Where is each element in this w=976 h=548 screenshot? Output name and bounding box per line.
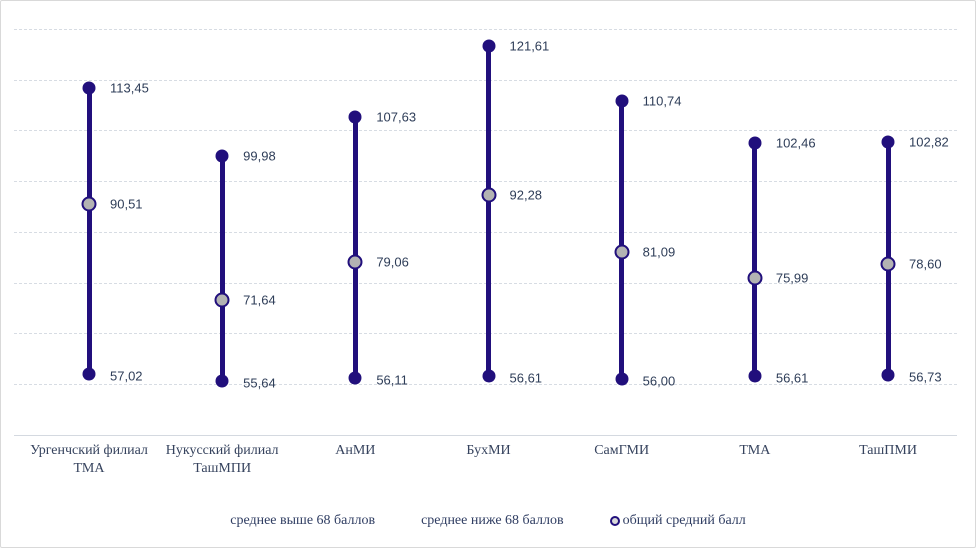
circle-marker-icon <box>609 516 620 526</box>
gridline <box>14 181 957 183</box>
mean-marker <box>481 187 496 203</box>
category-label: ТМА <box>739 443 771 458</box>
gridline <box>14 333 957 335</box>
low-marker <box>748 369 762 383</box>
category-label: СамГМИ <box>594 443 650 458</box>
low-value-label: 56,61 <box>509 370 543 386</box>
low-marker <box>82 367 96 381</box>
mean-value-label: 78,60 <box>909 256 942 272</box>
gridline <box>14 130 957 132</box>
mean-value-label: 71,64 <box>243 292 276 308</box>
range-line <box>486 46 491 376</box>
mean-marker <box>880 256 896 272</box>
high-value-label: 99,98 <box>243 148 276 164</box>
mean-marker <box>747 270 763 286</box>
high-value-label: 102,82 <box>909 134 949 149</box>
chart-legend: среднее выше 68 баллов среднее ниже 68 б… <box>1 513 975 529</box>
high-value-label: 110,74 <box>642 93 682 109</box>
high-value-label: 113,45 <box>110 80 149 96</box>
high-value-label: 121,61 <box>509 38 550 54</box>
range-line <box>352 117 358 379</box>
category-label: Ургенчский филиал ТМА <box>30 443 148 477</box>
low-marker <box>215 374 229 388</box>
low-value-label: 56,11 <box>376 372 408 388</box>
low-value-label: 56,61 <box>775 370 809 386</box>
category-label: БухМИ <box>466 443 511 458</box>
mean-marker <box>214 292 230 308</box>
gridline <box>14 231 957 233</box>
legend-item-above-68: среднее выше 68 баллов <box>230 513 375 529</box>
high-marker <box>482 39 495 53</box>
category-label: ТашПМИ <box>859 443 917 458</box>
low-value-label: 55,64 <box>243 375 276 391</box>
legend-label: среднее ниже 68 баллов <box>421 513 564 528</box>
legend-item-overall-mean: общий средний балл <box>609 513 746 529</box>
low-marker <box>482 369 495 383</box>
high-marker <box>215 149 229 163</box>
high-value-label: 102,46 <box>775 135 816 151</box>
category-label: Нукусский филиал ТашМПИ <box>165 443 279 477</box>
high-value-label: 107,63 <box>376 109 417 125</box>
range-line <box>619 101 625 379</box>
legend-label: общий средний балл <box>622 513 746 528</box>
gridline <box>14 79 957 81</box>
legend-item-below-68: среднее ниже 68 баллов <box>421 513 564 529</box>
mean-value-label: 79,06 <box>376 254 409 270</box>
mean-value-label: 90,51 <box>110 196 143 212</box>
mean-marker <box>81 196 97 212</box>
mean-value-label: 81,09 <box>642 244 676 260</box>
high-marker <box>748 136 762 150</box>
range-line <box>752 143 758 376</box>
category-label: АнМИ <box>335 443 376 458</box>
gridline <box>14 29 957 31</box>
low-marker <box>615 372 629 386</box>
high-marker <box>615 94 629 108</box>
legend-label: среднее выше 68 баллов <box>230 513 376 528</box>
x-axis-line <box>14 435 957 436</box>
high-marker <box>881 135 895 148</box>
low-value-label: 56,73 <box>909 369 942 385</box>
high-marker <box>82 81 96 95</box>
low-value-label: 56,00 <box>642 373 676 389</box>
mean-marker <box>347 254 363 270</box>
range-line <box>86 87 92 374</box>
gridline <box>14 384 957 385</box>
high-marker <box>348 110 362 124</box>
mean-value-label: 92,28 <box>509 187 543 203</box>
low-marker <box>348 371 362 385</box>
low-marker <box>881 368 895 382</box>
mean-marker <box>614 244 630 260</box>
gridline <box>14 282 957 284</box>
mean-value-label: 75,99 <box>775 270 809 286</box>
range-line <box>219 155 225 381</box>
low-value-label: 57,02 <box>110 368 143 384</box>
